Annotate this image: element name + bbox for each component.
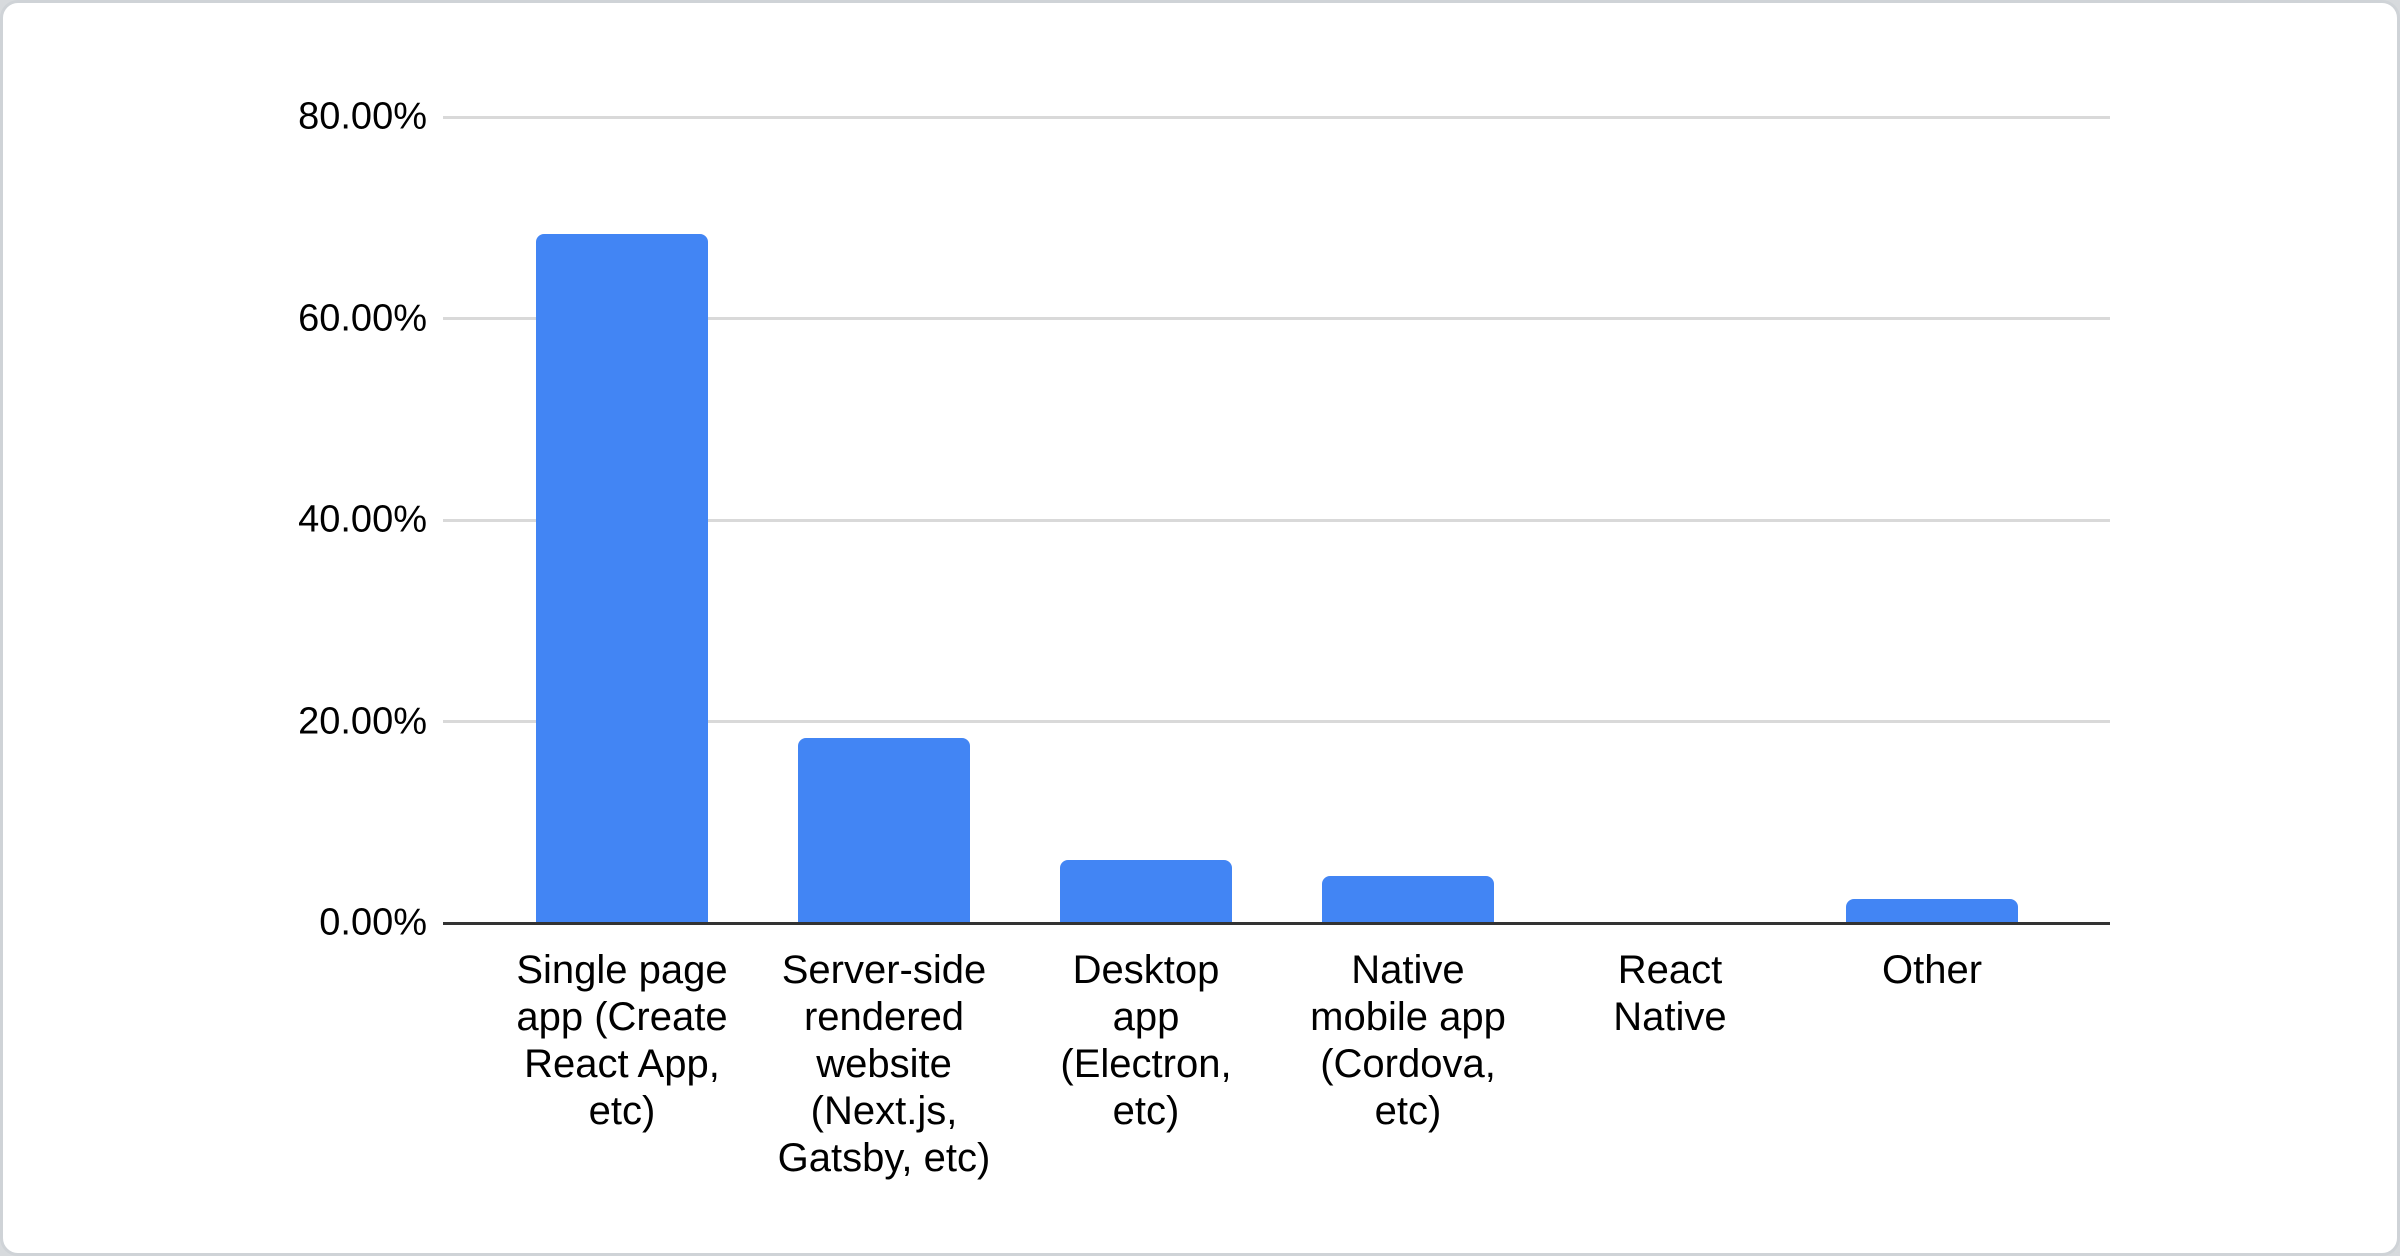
x-axis-label-line: website bbox=[816, 1042, 952, 1086]
y-axis-tick-label-40: 40.00% bbox=[298, 498, 427, 541]
bar-2[interactable] bbox=[1060, 859, 1232, 923]
x-axis-label-line: Native bbox=[1613, 995, 1727, 1039]
x-axis-label-line: (Next.js, bbox=[810, 1089, 958, 1133]
x-axis-label-line: Single page bbox=[516, 948, 728, 992]
x-axis-label-line: Native bbox=[1351, 948, 1465, 992]
x-axis-label-line: app (Create bbox=[516, 995, 728, 1039]
x-axis-label-5: Other bbox=[1801, 947, 2063, 994]
y-axis-tick-label-20: 20.00% bbox=[298, 700, 427, 742]
bar-5[interactable] bbox=[1846, 898, 2018, 923]
x-axis-label-line: etc) bbox=[1112, 1089, 1180, 1133]
x-axis-label-2: Desktop app (Electron, etc) bbox=[1015, 947, 1277, 1135]
x-axis-label-line: Other bbox=[1881, 948, 1983, 992]
x-axis-label-line: Gatsby, etc) bbox=[777, 1136, 991, 1180]
bar-0[interactable] bbox=[536, 233, 708, 923]
gridline-40 bbox=[443, 518, 2110, 522]
x-axis-label-line: React bbox=[1617, 948, 1723, 992]
x-axis-label-line: React App, bbox=[524, 1042, 720, 1086]
x-axis-baseline bbox=[443, 921, 2110, 925]
x-axis-label-line: Desktop bbox=[1072, 948, 1220, 992]
x-axis-label-3: Native mobile app (Cordova, etc) bbox=[1277, 947, 1539, 1135]
y-axis-tick-label-0: 0.00% bbox=[319, 901, 427, 944]
bar-1[interactable] bbox=[798, 737, 970, 923]
bar-3[interactable] bbox=[1322, 875, 1494, 923]
x-axis-label-4: React Native bbox=[1539, 947, 1801, 1041]
y-axis-tick-label-60: 60.00% bbox=[298, 297, 427, 339]
y-axis-tick-label-80: 80.00% bbox=[298, 95, 427, 138]
x-axis-label-line: Server-side bbox=[781, 948, 987, 992]
x-axis-label-line: mobile app bbox=[1310, 995, 1506, 1039]
x-axis-label-line: rendered bbox=[803, 995, 965, 1039]
gridline-80 bbox=[443, 115, 2110, 119]
gridline-60 bbox=[443, 317, 2110, 320]
x-axis-label-0: Single page app (Create React App, etc) bbox=[491, 947, 753, 1135]
x-axis-label-line: (Cordova, bbox=[1320, 1042, 1496, 1086]
x-axis-label-line: etc) bbox=[588, 1089, 656, 1133]
x-axis-label-line: etc) bbox=[1374, 1089, 1442, 1133]
gridline-20 bbox=[443, 720, 2110, 723]
x-axis-label-line: app bbox=[1112, 995, 1180, 1039]
x-axis-label-line: (Electron, bbox=[1060, 1042, 1232, 1086]
x-axis-label-1: Server-side rendered website (Next.js, Gatsb… bbox=[753, 947, 1015, 1182]
